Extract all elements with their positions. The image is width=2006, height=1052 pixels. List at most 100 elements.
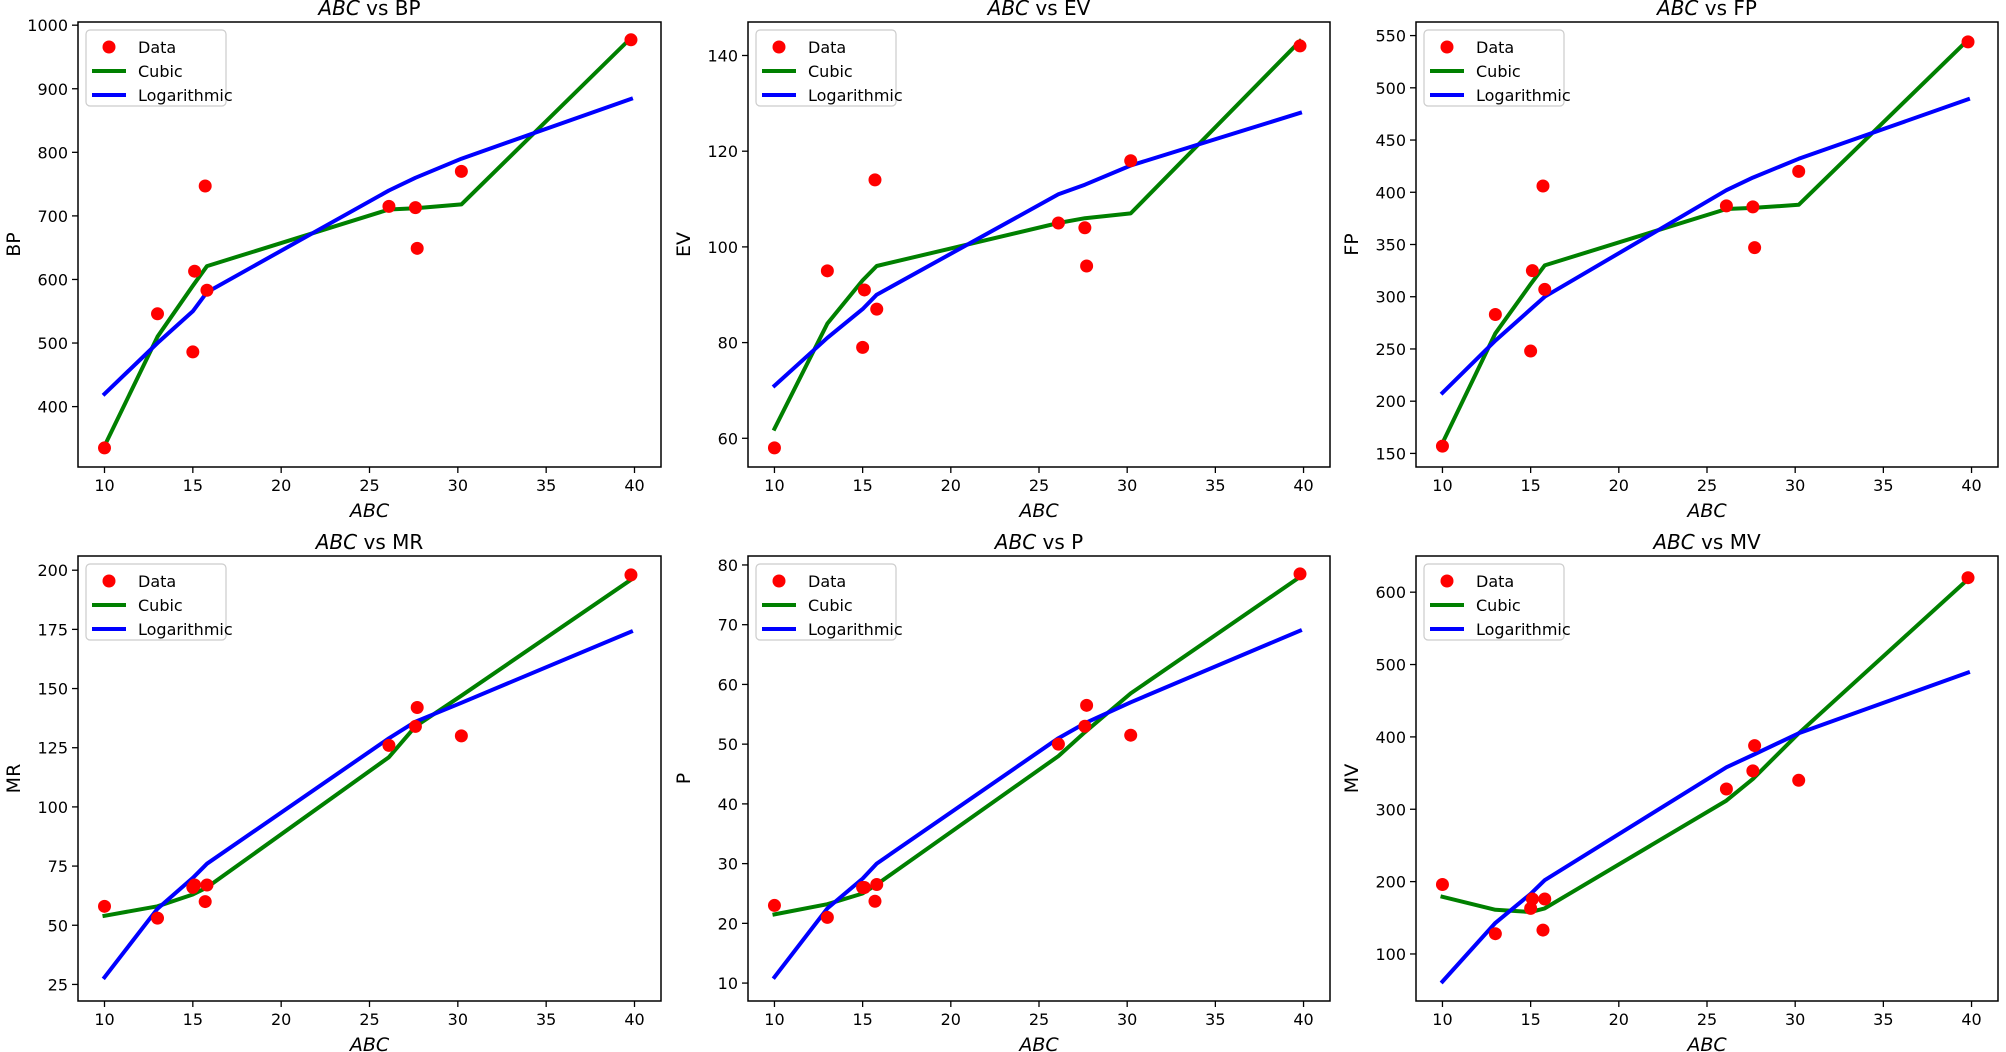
- x-axis-label: ABC: [348, 500, 390, 522]
- data-point: [408, 719, 422, 733]
- y-axis-label: FP: [1341, 233, 1363, 255]
- legend-logarithmic-label: Logarithmic: [808, 620, 903, 639]
- y-tick-label: 500: [1375, 656, 1406, 675]
- data-point: [1293, 567, 1307, 581]
- legend-data-label: Data: [138, 38, 176, 57]
- legend-frame: [85, 563, 227, 641]
- data-point: [1124, 154, 1138, 168]
- x-tick-label: 35: [1873, 476, 1893, 495]
- title-rest: vs P: [1036, 530, 1083, 554]
- x-tick-label: 25: [359, 476, 379, 495]
- y-tick-label: 400: [1375, 728, 1406, 747]
- x-tick-label: 25: [359, 1010, 379, 1029]
- data-point: [1051, 216, 1065, 230]
- title-variable: ABC: [314, 530, 357, 554]
- data-point: [820, 264, 834, 278]
- x-tick-label: 15: [852, 476, 872, 495]
- x-tick-label: 30: [1117, 1010, 1137, 1029]
- y-tick-label: 200: [1375, 392, 1406, 411]
- x-tick-label: 10: [764, 1010, 784, 1029]
- series-group: [1435, 571, 1975, 985]
- data-point: [198, 179, 212, 193]
- data-point: [188, 878, 202, 892]
- data-point: [186, 345, 200, 359]
- legend: Data Cubic Logarithmic: [85, 29, 233, 107]
- y-tick-label: 140: [707, 46, 738, 65]
- legend-cubic-label: Cubic: [808, 62, 853, 81]
- data-point: [1961, 571, 1975, 585]
- y-tick-label: 500: [1375, 79, 1406, 98]
- x-tick-label: 20: [1609, 1010, 1629, 1029]
- y-tick-label: 25: [48, 975, 68, 994]
- y-tick-label: 100: [707, 238, 738, 257]
- x-tick-label: 30: [448, 476, 468, 495]
- x-tick-label: 35: [1205, 476, 1225, 495]
- legend-data-label: Data: [808, 572, 846, 591]
- data-point: [382, 199, 396, 213]
- legend-logarithmic-label: Logarithmic: [138, 620, 233, 639]
- y-tick-label: 50: [48, 916, 68, 935]
- logarithmic-fit-line: [101, 629, 634, 981]
- x-tick-label: 10: [94, 1010, 114, 1029]
- subplot-1: 10 15 20 25 30 35 40 400 500 600 700 800 900 1000 ABC B…: [3, 0, 662, 522]
- x-tick-label: 15: [1520, 476, 1540, 495]
- data-point: [1538, 282, 1552, 296]
- legend-marker-data: [1440, 40, 1454, 54]
- legend-logarithmic-label: Logarithmic: [138, 86, 233, 105]
- subplot-2: 10 15 20 25 30 35 40 60 80 100 120 140 ABC EV ABC vs E…: [673, 0, 1331, 522]
- x-tick-label: 40: [624, 1010, 644, 1029]
- logarithmic-fit-line: [771, 110, 1303, 389]
- legend-cubic-label: Cubic: [808, 596, 853, 615]
- data-point: [767, 441, 781, 455]
- y-tick-label: 50: [718, 735, 738, 754]
- y-axis-label: MV: [1341, 764, 1363, 793]
- data-point: [624, 33, 638, 47]
- data-point: [151, 307, 164, 321]
- data-point: [870, 878, 884, 892]
- legend: Data Cubic Logarithmic: [755, 29, 903, 107]
- data-point: [1746, 200, 1760, 214]
- data-point: [188, 264, 202, 278]
- logarithmic-fit-line: [1439, 669, 1971, 985]
- y-tick-label: 75: [48, 857, 68, 876]
- series-group: [98, 33, 638, 455]
- legend-frame: [755, 29, 897, 107]
- y-tick-label: 175: [37, 620, 68, 639]
- title-rest: vs EV: [1029, 0, 1091, 20]
- y-tick-label: 600: [1375, 583, 1406, 602]
- legend-frame: [85, 29, 227, 107]
- data-point: [1748, 739, 1762, 753]
- x-tick-label: 10: [1432, 476, 1452, 495]
- data-point: [820, 910, 834, 924]
- series-group: [767, 567, 1307, 980]
- data-point: [382, 738, 396, 752]
- data-point: [98, 899, 111, 913]
- title-rest: vs MV: [1695, 530, 1761, 554]
- legend-cubic-label: Cubic: [1476, 62, 1521, 81]
- data-point: [767, 898, 781, 912]
- subplot-4: 10 15 20 25 30 35 40 25 50 75 100 125 150 175 200 ABC MR…: [3, 530, 662, 1052]
- data-point: [868, 173, 882, 187]
- subplot-title: ABC vs BP: [316, 0, 420, 20]
- data-point: [1078, 221, 1092, 235]
- cubic-fit-line: [101, 35, 634, 449]
- y-axis-label: MR: [3, 764, 25, 794]
- legend-marker-data: [772, 574, 786, 588]
- title-variable: ABC: [986, 0, 1029, 20]
- data-point: [1435, 439, 1449, 453]
- y-tick-label: 300: [1375, 800, 1406, 819]
- legend: Data Cubic Logarithmic: [85, 563, 233, 641]
- x-tick-label: 40: [1293, 1010, 1313, 1029]
- subplot-title: ABC vs EV: [986, 0, 1091, 20]
- logarithmic-fit-line: [771, 628, 1303, 980]
- data-point: [870, 302, 884, 316]
- legend-frame: [1423, 29, 1565, 107]
- y-tick-label: 30: [718, 855, 738, 874]
- x-axis-label: ABC: [1685, 500, 1727, 522]
- y-tick-label: 125: [37, 739, 68, 758]
- x-tick-label: 25: [1029, 476, 1049, 495]
- data-point: [1488, 927, 1502, 941]
- data-point: [151, 911, 164, 925]
- x-tick-label: 30: [1785, 1010, 1805, 1029]
- data-point: [1525, 264, 1539, 278]
